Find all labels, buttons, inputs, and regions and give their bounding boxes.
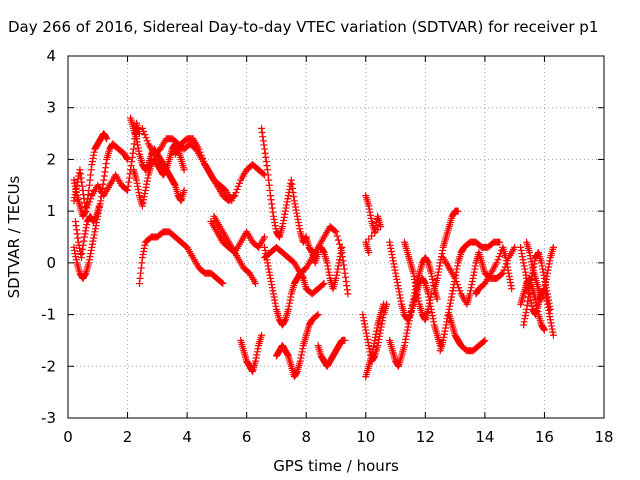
data-point [232, 189, 240, 197]
data-point [344, 290, 352, 298]
x-tick-label: 4 [182, 428, 192, 446]
y-tick-label: 2 [46, 150, 56, 168]
data-point [261, 233, 269, 241]
data-point [140, 128, 148, 136]
data-point [258, 331, 266, 339]
data-point [365, 249, 373, 257]
data-point [142, 134, 150, 142]
data-point [453, 281, 461, 289]
data-point [135, 130, 143, 138]
y-axis-label: SDTVAR / TECUs [5, 175, 23, 298]
data-point [233, 185, 241, 193]
x-tick-label: 10 [356, 428, 375, 446]
data-point [508, 285, 516, 293]
y-tick-label: 1 [46, 202, 56, 220]
x-tick-label: 0 [63, 428, 73, 446]
x-tick-label: 16 [535, 428, 554, 446]
data-point [341, 336, 349, 344]
data-point [218, 279, 226, 287]
data-point [141, 131, 149, 139]
data-point [480, 337, 488, 345]
data-point [332, 228, 340, 236]
data-point [540, 326, 548, 334]
data-point [334, 236, 342, 244]
data-point [368, 232, 376, 240]
data-point [365, 235, 373, 243]
data-point [234, 182, 242, 190]
data-point [319, 281, 327, 289]
y-tick-label: -1 [41, 306, 56, 324]
y-tick-label: 4 [46, 47, 56, 65]
data-point [481, 336, 489, 344]
data-point [496, 238, 504, 246]
data-point [338, 243, 346, 251]
data-point [427, 290, 435, 298]
data-point [452, 277, 460, 285]
data-point [195, 145, 203, 153]
data-point [380, 300, 388, 308]
data-point [230, 193, 238, 201]
data-point [455, 284, 463, 292]
data-point [456, 287, 464, 295]
data-point [196, 148, 204, 156]
data-point [259, 170, 267, 178]
data-point [197, 151, 205, 159]
data-point [95, 202, 103, 210]
data-point [252, 280, 260, 288]
data-point [494, 256, 502, 264]
chart-title: Day 266 of 2016, Sidereal Day-to-day VTE… [8, 18, 598, 36]
data-point [103, 135, 111, 143]
data-point [236, 179, 244, 187]
x-tick-label: 12 [416, 428, 435, 446]
data-point [219, 280, 227, 288]
data-point [451, 274, 459, 282]
data-point [231, 192, 239, 200]
y-tick-label: 0 [46, 254, 56, 272]
y-tick-label: -3 [41, 409, 56, 427]
data-point [199, 154, 207, 162]
plot-frame [67, 55, 605, 419]
data-point [320, 280, 328, 288]
data-point [180, 166, 188, 174]
data-point [495, 253, 503, 261]
y-tick-label: -2 [41, 357, 56, 375]
data-point [374, 226, 382, 234]
data-point [549, 331, 557, 339]
data-point [433, 295, 441, 303]
data-point [313, 312, 321, 320]
data-point [314, 311, 322, 319]
data-point [124, 155, 132, 163]
data-point [498, 270, 506, 278]
data-point [511, 243, 519, 251]
x-tick-label: 18 [594, 428, 613, 446]
data-point [331, 227, 339, 235]
data-point [454, 207, 462, 215]
data-point [546, 305, 554, 313]
y-tick-label: 3 [46, 99, 56, 117]
x-tick-label: 6 [242, 428, 252, 446]
data-point [493, 259, 501, 267]
x-axis-label: GPS time / hours [273, 457, 399, 475]
data-point [371, 229, 379, 237]
x-tick-label: 14 [475, 428, 494, 446]
x-tick-label: 2 [123, 428, 133, 446]
data-point [377, 223, 385, 231]
data-point [200, 157, 208, 165]
data-point [138, 124, 146, 132]
data-point [499, 269, 507, 277]
data-point [333, 232, 341, 240]
data-point [143, 137, 151, 145]
data-points-layer [70, 114, 557, 381]
x-tick-label: 8 [301, 428, 311, 446]
data-point [549, 243, 557, 251]
data-point [180, 186, 188, 194]
